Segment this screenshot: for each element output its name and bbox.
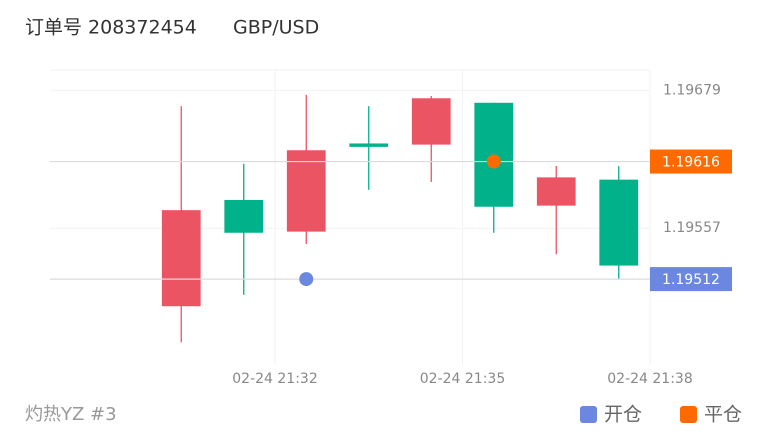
price-label-box xyxy=(650,149,732,174)
price-label: 1.19512 xyxy=(662,272,720,288)
legend-swatch xyxy=(680,406,697,423)
candle-body xyxy=(349,143,389,147)
x-tick-label: 02-24 21:32 xyxy=(232,371,317,387)
candle-body xyxy=(411,98,451,145)
price-label-box xyxy=(650,267,732,292)
legend-swatch xyxy=(580,406,597,423)
x-tick-label: 02-24 21:35 xyxy=(420,371,505,387)
chart-footer: 灼热YZ #3 xyxy=(25,404,117,425)
chart-title: 订单号 208372454 xyxy=(25,17,197,39)
y-tick-label: 1.19679 xyxy=(663,82,721,98)
candle-body xyxy=(224,199,264,233)
legend-label: 平仓 xyxy=(704,404,742,426)
candle-body xyxy=(161,210,201,307)
y-tick-label: 1.19557 xyxy=(663,220,721,236)
x-tick-label: 02-24 21:38 xyxy=(607,371,692,387)
candle-body xyxy=(286,150,326,232)
trade-marker xyxy=(299,272,314,287)
legend-label: 开仓 xyxy=(604,404,642,426)
chart-subtitle: GBP/USD xyxy=(233,17,319,39)
candle-body xyxy=(536,177,576,206)
candle-body xyxy=(599,179,639,266)
trade-marker xyxy=(486,154,501,169)
price-label: 1.19616 xyxy=(662,155,720,171)
